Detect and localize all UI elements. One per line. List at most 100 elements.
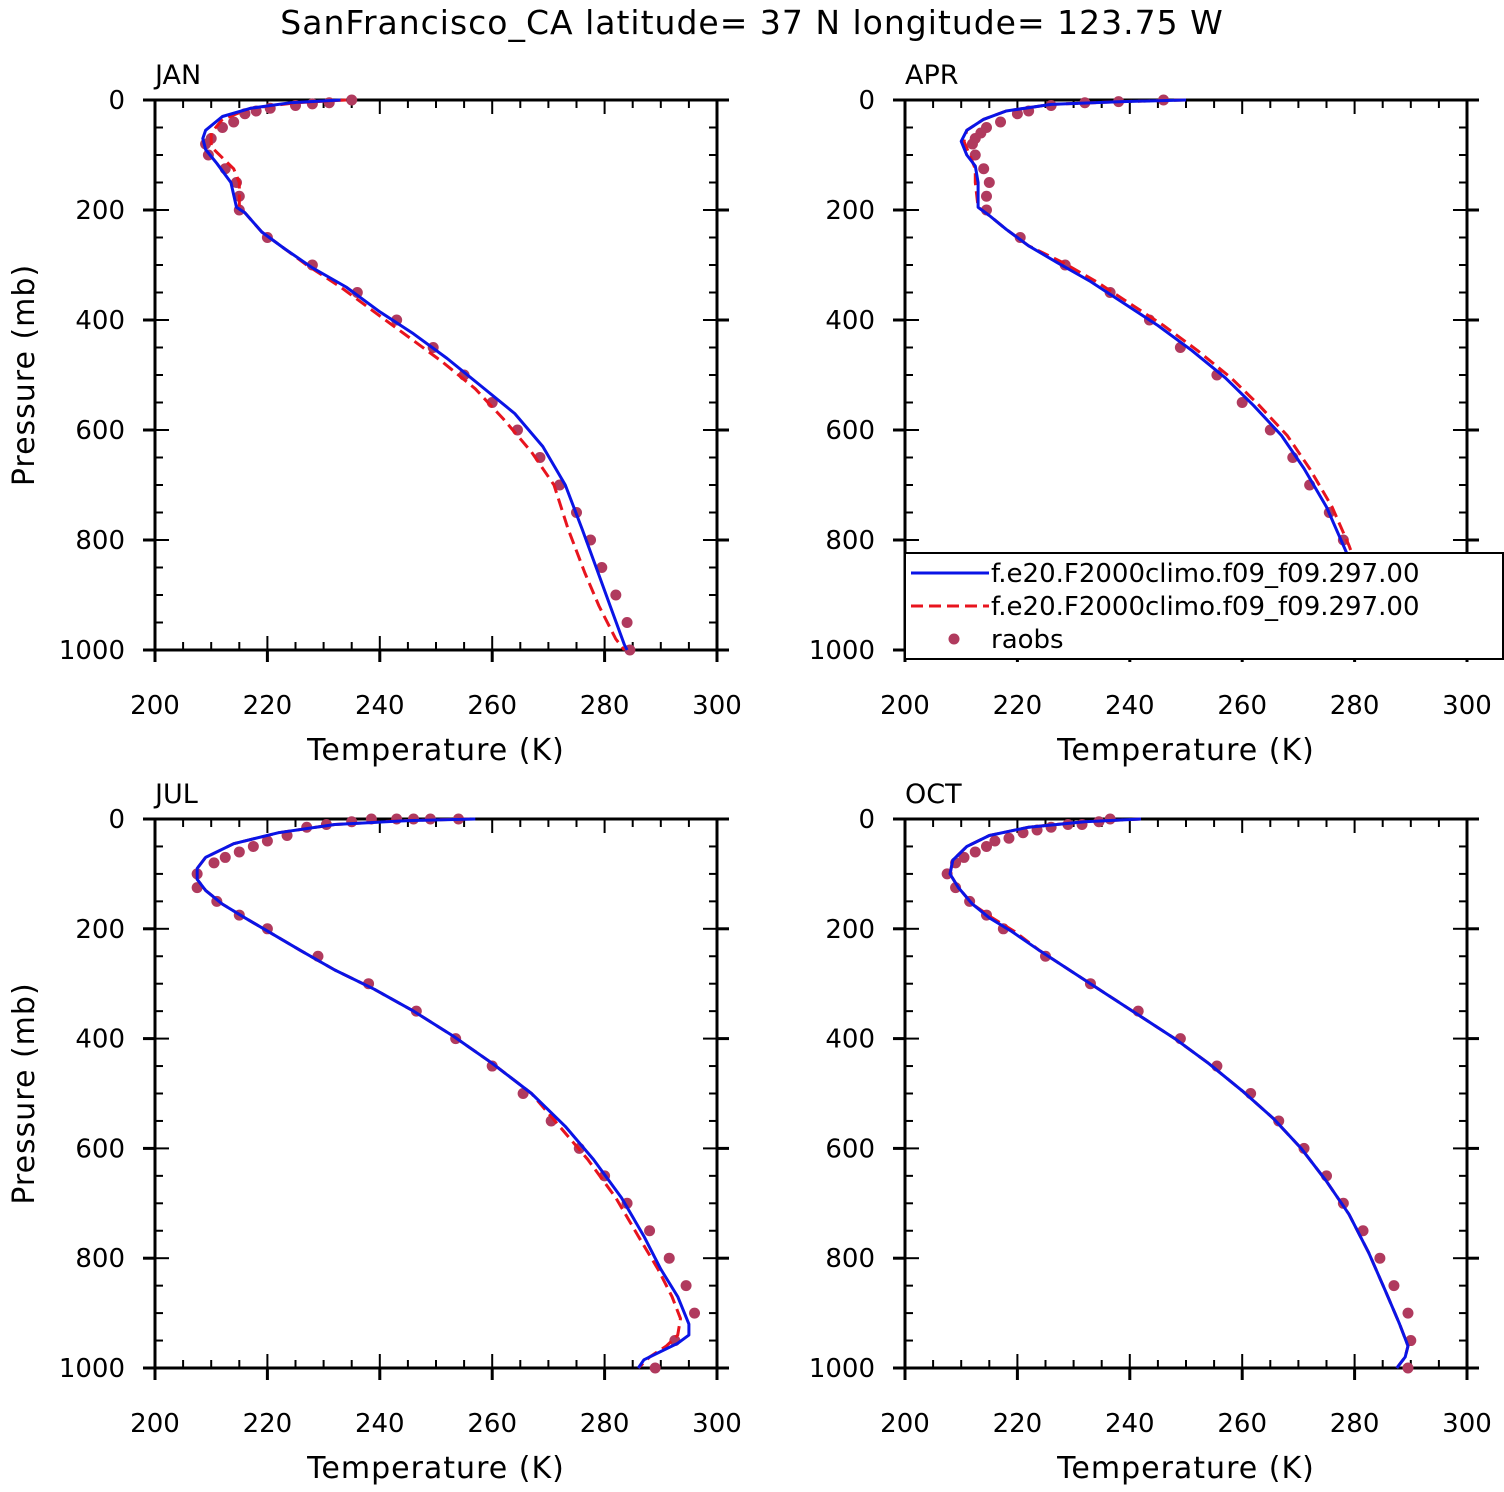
plot-area <box>200 94 636 656</box>
raobs-point <box>644 1225 656 1237</box>
raobs-point <box>969 149 981 161</box>
x-tick-label: 200 <box>130 691 180 721</box>
y-tick-label: 1000 <box>809 636 875 666</box>
series-line-dashed <box>948 817 1410 1369</box>
raobs-point <box>969 846 981 858</box>
y-tick-label: 800 <box>825 1244 875 1274</box>
legend-label: raobs <box>991 625 1064 655</box>
y-tick-label: 600 <box>75 416 125 446</box>
raobs-point <box>995 116 1007 128</box>
raobs-point <box>649 1362 661 1374</box>
raobs-point <box>1374 1252 1386 1264</box>
y-tick-label: 400 <box>825 306 875 336</box>
x-tick-label: 200 <box>880 1409 930 1439</box>
x-axis-title: Temperature (K) <box>306 1451 565 1486</box>
raobs-point <box>233 846 245 858</box>
y-tick-label: 0 <box>858 805 875 835</box>
y-tick-label: 1000 <box>59 636 125 666</box>
panel-label: OCT <box>905 779 962 810</box>
y-tick-label: 600 <box>825 416 875 446</box>
series-line-solid <box>201 98 629 651</box>
raobs-point <box>980 840 992 852</box>
raobs-point <box>596 562 608 573</box>
panel-label: JAN <box>153 60 201 91</box>
y-tick-label: 1000 <box>59 1354 125 1384</box>
x-tick-label: 220 <box>243 1409 293 1439</box>
y-tick-label: 800 <box>75 1244 125 1274</box>
raobs-point <box>247 840 259 852</box>
series-line-solid <box>195 817 691 1369</box>
raobs-point <box>980 190 992 202</box>
raobs-point <box>958 851 970 863</box>
x-tick-label: 300 <box>692 691 742 721</box>
x-tick-label: 300 <box>692 1409 742 1439</box>
series-line-dashed <box>209 98 626 651</box>
raobs-point <box>663 1252 675 1264</box>
x-tick-label: 240 <box>355 691 405 721</box>
raobs-point <box>346 816 358 828</box>
x-tick-label: 280 <box>580 1409 630 1439</box>
y-tick-label: 200 <box>75 915 125 945</box>
legend-label: f.e20.F2000climo.f09_f09.297.00 <box>991 559 1420 589</box>
y-tick-label: 400 <box>75 306 125 336</box>
x-tick-label: 300 <box>1442 691 1492 721</box>
raobs-point <box>323 97 335 109</box>
x-tick-label: 300 <box>1442 1409 1492 1439</box>
raobs-point <box>1003 832 1015 844</box>
x-tick-label: 240 <box>355 1409 405 1439</box>
x-tick-label: 260 <box>1217 1409 1267 1439</box>
x-tick-label: 240 <box>1105 1409 1155 1439</box>
raobs-point <box>978 163 990 175</box>
y-tick-label: 200 <box>75 196 125 226</box>
x-tick-label: 280 <box>1330 691 1380 721</box>
y-tick-label: 0 <box>108 86 125 116</box>
raobs-point <box>228 116 240 128</box>
x-axis-title: Temperature (K) <box>306 733 565 768</box>
raobs-point <box>486 1060 498 1072</box>
raobs-point <box>983 177 995 188</box>
x-tick-label: 200 <box>880 691 930 721</box>
raobs-point <box>1402 1307 1414 1319</box>
legend-marker <box>948 633 960 645</box>
y-tick-label: 0 <box>108 805 125 835</box>
y-tick-label: 400 <box>825 1025 875 1055</box>
figure-title: SanFrancisco_CA latitude= 37 N longitude… <box>280 3 1223 42</box>
x-tick-label: 220 <box>993 691 1043 721</box>
series-line-solid <box>948 817 1410 1369</box>
legend: f.e20.F2000climo.f09_f09.297.00f.e20.F20… <box>904 552 1504 660</box>
raobs-point <box>610 589 622 601</box>
raobs-point <box>219 851 231 863</box>
raobs-point <box>208 857 220 869</box>
x-tick-label: 240 <box>1105 691 1155 721</box>
y-tick-label: 600 <box>825 1134 875 1164</box>
y-tick-label: 200 <box>825 196 875 226</box>
raobs-point <box>966 138 978 150</box>
plot-area <box>941 813 1417 1374</box>
raobs-point <box>689 1307 701 1319</box>
raobs-point <box>1298 1142 1310 1154</box>
x-tick-label: 200 <box>130 1409 180 1439</box>
x-tick-label: 260 <box>467 691 517 721</box>
plot-frame <box>153 817 719 1370</box>
x-tick-label: 220 <box>243 691 293 721</box>
x-tick-label: 280 <box>580 691 630 721</box>
y-axis-title: Pressure (mb) <box>7 982 42 1204</box>
legend-label: f.e20.F2000climo.f09_f09.297.00 <box>991 592 1420 622</box>
y-tick-label: 1000 <box>809 1354 875 1384</box>
x-tick-label: 280 <box>1330 1409 1380 1439</box>
plot-area <box>191 813 701 1374</box>
x-axis-title: Temperature (K) <box>1056 733 1315 768</box>
x-tick-label: 220 <box>993 1409 1043 1439</box>
x-tick-label: 260 <box>467 1409 517 1439</box>
y-tick-label: 800 <box>825 526 875 556</box>
y-axis-title: Pressure (mb) <box>7 264 42 486</box>
y-tick-label: 400 <box>75 1025 125 1055</box>
raobs-point <box>1236 397 1248 408</box>
y-tick-label: 0 <box>858 86 875 116</box>
raobs-point <box>261 835 273 847</box>
